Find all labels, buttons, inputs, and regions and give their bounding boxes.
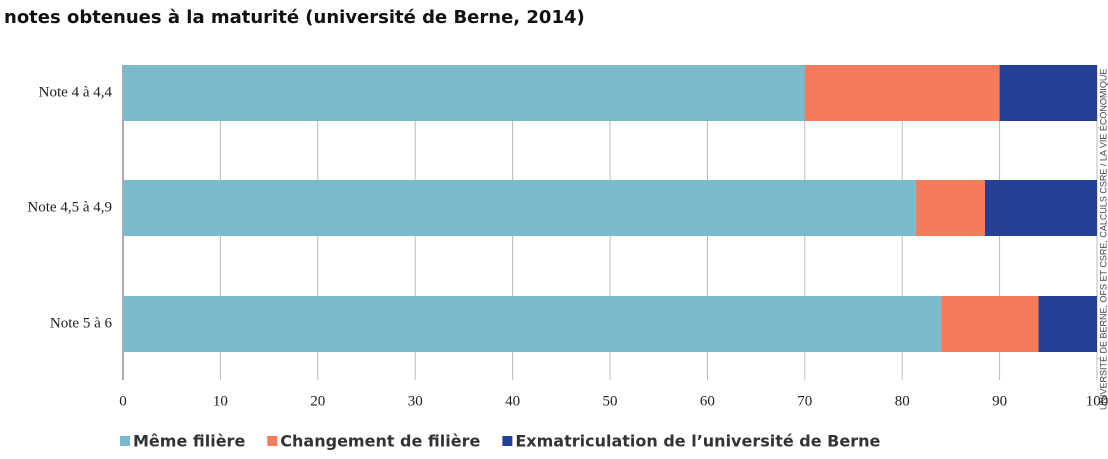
x-tick-label: 50 — [603, 393, 618, 409]
x-tick-label: 90 — [992, 393, 1007, 409]
x-tick-label: 40 — [505, 393, 520, 409]
x-tick-label: 30 — [408, 393, 423, 409]
bar-segment — [123, 180, 916, 236]
x-tick-label: 100 — [1086, 393, 1108, 409]
bar-segment — [804, 65, 1000, 121]
bar-segment — [999, 65, 1097, 121]
y-tick-label: Note 4,5 à 4,9 — [27, 199, 112, 215]
x-tick-label: 0 — [119, 393, 127, 409]
bar-segment — [984, 180, 1097, 236]
y-tick-label: Note 4 à 4,4 — [39, 84, 113, 100]
legend-swatch — [267, 436, 278, 446]
bar-segment — [123, 65, 805, 121]
legend-label: Changement de filière — [280, 432, 480, 451]
legend-swatch — [502, 436, 513, 446]
x-tick-label: 20 — [310, 393, 325, 409]
bar-segment — [941, 296, 1039, 352]
legend-label: Même filière — [133, 432, 245, 451]
legend-swatch — [120, 436, 130, 446]
chart-title: notes obtenues à la maturité (université… — [4, 7, 585, 28]
x-tick-label: 60 — [700, 393, 715, 409]
y-tick-label: Note 5 à 6 — [50, 315, 113, 331]
legend-label: Exmatriculation de l’université de Berne — [515, 432, 880, 451]
bar-segment — [915, 180, 985, 236]
x-tick-label: 10 — [213, 393, 228, 409]
x-tick-label: 70 — [797, 393, 812, 409]
x-tick-label: 80 — [895, 393, 910, 409]
source: UNIVERSITÉ DE BERNE, OFS ET CSRE, CALCUL… — [1098, 69, 1108, 410]
bar-segment — [123, 296, 942, 352]
bar-segment — [1038, 296, 1097, 352]
